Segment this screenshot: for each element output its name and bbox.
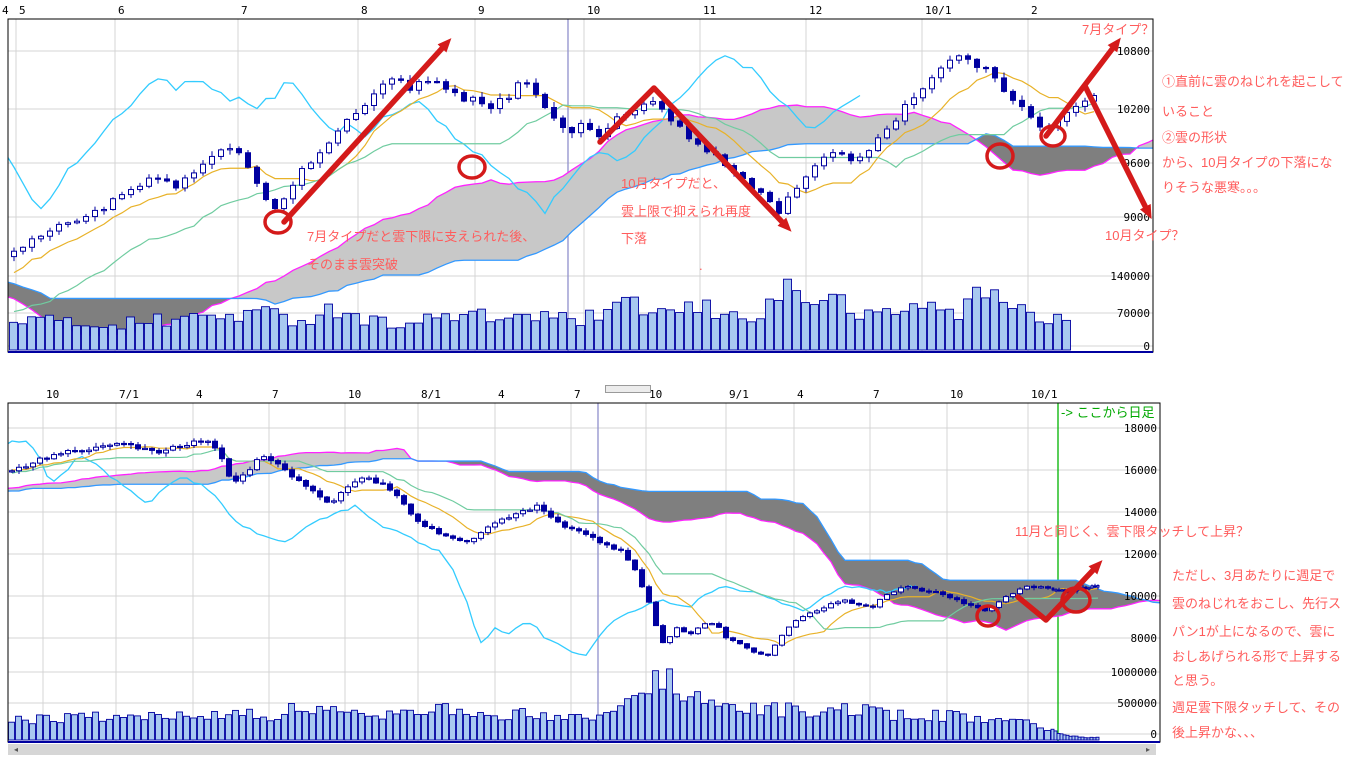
note-weekly-right-5: と思う。 bbox=[1172, 673, 1224, 688]
senkou-span-a-line bbox=[8, 447, 1160, 631]
annotation-circle bbox=[1060, 586, 1092, 614]
scrollbar-left-arrow-icon[interactable]: ◂ bbox=[8, 744, 24, 755]
tenkan-sen-line bbox=[11, 446, 1099, 646]
svg-text:10: 10 bbox=[46, 388, 59, 401]
svg-text:4: 4 bbox=[797, 388, 804, 401]
annotation-circle bbox=[985, 142, 1015, 170]
annotation-arrow bbox=[1015, 560, 1103, 623]
note-stray-dot: . bbox=[699, 258, 703, 273]
svg-text:4: 4 bbox=[498, 388, 505, 401]
svg-text:14000: 14000 bbox=[1124, 506, 1157, 519]
svg-text:4: 4 bbox=[2, 4, 9, 17]
senkou-span-b-line bbox=[8, 133, 1153, 305]
svg-text:10: 10 bbox=[649, 388, 662, 401]
tenkan-sen-line bbox=[13, 71, 1095, 274]
annotation-arrow bbox=[597, 85, 792, 232]
note-right-column-3: ②雲の形状 bbox=[1162, 130, 1228, 145]
hand-drawn-annotations bbox=[263, 37, 1152, 235]
svg-text:2: 2 bbox=[1031, 4, 1038, 17]
annotation-arrow bbox=[1082, 83, 1152, 220]
svg-text:70000: 70000 bbox=[1117, 307, 1150, 320]
note-weekly-right-2: 雲のねじれをおこし、先行ス bbox=[1172, 596, 1342, 611]
note-daily-from-here: -> ここから日足 bbox=[1061, 405, 1155, 420]
svg-text:10: 10 bbox=[587, 4, 600, 17]
svg-text:4: 4 bbox=[196, 388, 203, 401]
chikou-span-line bbox=[8, 440, 917, 656]
note-october-type-question: 10月タイプ？ bbox=[1105, 228, 1185, 243]
note-october-type-line1: 10月タイプだと、 bbox=[621, 176, 726, 191]
svg-text:12: 12 bbox=[809, 4, 822, 17]
note-weekly-right-4: おしあげられる形で上昇する bbox=[1172, 649, 1342, 664]
svg-text:8000: 8000 bbox=[1131, 632, 1158, 645]
note-right-column-2: いること bbox=[1162, 104, 1215, 119]
note-right-column-5: りそうな悪寒。。。 bbox=[1162, 180, 1267, 195]
note-cloud-bottom-touch: 11月と同じく、雲下限タッチして上昇？ bbox=[1015, 524, 1250, 539]
ichimoku-cloud bbox=[8, 448, 1160, 631]
note-october-type-line3: 下落 bbox=[621, 231, 648, 246]
svg-text:10800: 10800 bbox=[1117, 45, 1150, 58]
svg-text:500000: 500000 bbox=[1117, 697, 1157, 710]
svg-text:9/1: 9/1 bbox=[729, 388, 749, 401]
svg-text:7/1: 7/1 bbox=[119, 388, 139, 401]
svg-text:7: 7 bbox=[272, 388, 279, 401]
note-weekly-right-3: パン1が上になるので、雲に bbox=[1172, 624, 1336, 639]
svg-text:5: 5 bbox=[19, 4, 26, 17]
svg-text:7: 7 bbox=[574, 388, 581, 401]
svg-text:10: 10 bbox=[950, 388, 963, 401]
note-right-column-4: から、10月タイプの下落にな bbox=[1162, 155, 1333, 170]
horizontal-scrollbar[interactable]: ◂ ▸ bbox=[8, 744, 1156, 755]
note-october-type-line2: 雲上限で抑えられ再度 bbox=[621, 204, 752, 219]
weekly-chart: 10 7/1 4 7 10 8/1 4 7 10 9/1 4 7 10 10/1 18000 16000 140… bbox=[7, 388, 1161, 743]
svg-text:0: 0 bbox=[1143, 340, 1150, 353]
note-weekly-right-1: ただし、3月あたりに週足で bbox=[1172, 568, 1336, 583]
volume-bars bbox=[9, 278, 1071, 351]
note-right-column-1: ①直前に雲のねじれを起こして bbox=[1162, 74, 1344, 89]
svg-text:18000: 18000 bbox=[1124, 422, 1157, 435]
svg-text:8: 8 bbox=[361, 4, 368, 17]
svg-text:10/1: 10/1 bbox=[925, 4, 952, 17]
annotation-arrow bbox=[281, 38, 452, 225]
svg-text:7: 7 bbox=[241, 4, 248, 17]
senkou-span-a-line bbox=[8, 104, 1153, 337]
svg-text:11: 11 bbox=[703, 4, 716, 17]
svg-text:10000: 10000 bbox=[1124, 590, 1157, 603]
ichimoku-cloud bbox=[8, 105, 1153, 336]
hand-drawn-annotations bbox=[975, 560, 1103, 628]
chikou-span-line bbox=[8, 55, 861, 215]
volume-bars bbox=[8, 668, 1100, 741]
svg-text:7: 7 bbox=[873, 388, 880, 401]
svg-text:9: 9 bbox=[478, 4, 485, 17]
senkou-span-b-line bbox=[8, 457, 1160, 604]
note-weekly-right-6: 週足雲下限タッチして、その bbox=[1172, 700, 1340, 715]
note-july-type-support-line2: そのまま雲突破 bbox=[307, 257, 399, 272]
svg-text:10: 10 bbox=[348, 388, 361, 401]
annotation-circle bbox=[1039, 124, 1067, 148]
note-weekly-right-7: 後上昇かな、、、 bbox=[1172, 725, 1264, 740]
candlesticks bbox=[11, 53, 1097, 262]
svg-text:9600: 9600 bbox=[1124, 157, 1151, 170]
note-july-type-support-line1: 7月タイプだと雲下限に支えられた後、 bbox=[307, 229, 536, 244]
svg-text:8/1: 8/1 bbox=[421, 388, 441, 401]
svg-text:10/1: 10/1 bbox=[1031, 388, 1058, 401]
svg-text:6: 6 bbox=[118, 4, 125, 17]
svg-text:0: 0 bbox=[1150, 728, 1157, 741]
annotation-arrow bbox=[1043, 37, 1121, 139]
svg-text:12000: 12000 bbox=[1124, 548, 1157, 561]
svg-text:10200: 10200 bbox=[1117, 103, 1150, 116]
annotation-circle bbox=[975, 604, 1001, 628]
note-july-type-question: 7月タイプ？ bbox=[1082, 22, 1155, 37]
svg-text:140000: 140000 bbox=[1110, 270, 1150, 283]
svg-text:16000: 16000 bbox=[1124, 464, 1157, 477]
pane-splitter-handle[interactable] bbox=[605, 385, 651, 393]
svg-text:1000000: 1000000 bbox=[1111, 666, 1157, 679]
daily-chart: 4 5 6 7 8 9 10 11 12 10/1 210800102009600900014000… bbox=[2, 4, 1154, 353]
annotation-circle bbox=[457, 154, 487, 180]
scrollbar-right-arrow-icon[interactable]: ▸ bbox=[1140, 744, 1156, 755]
annotation-circle bbox=[263, 209, 293, 235]
